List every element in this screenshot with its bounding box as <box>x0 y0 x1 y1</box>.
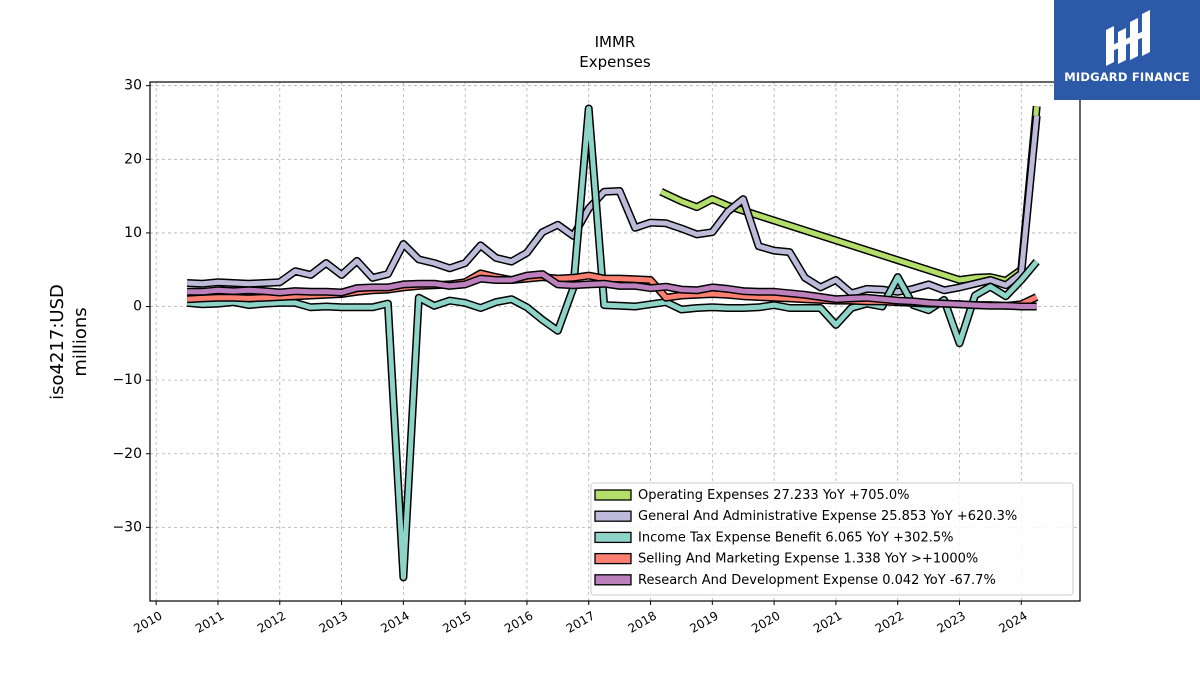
legend-label-0: Operating Expenses 27.233 YoY +705.0% <box>638 488 910 503</box>
legend-label-3: Selling And Marketing Expense 1.338 YoY … <box>638 552 978 567</box>
legend-swatch-1 <box>594 510 632 522</box>
series-line-0 <box>659 106 1040 284</box>
x-tick-label: 2014 <box>378 608 411 635</box>
brand-logo: MIDGARD FINANCE <box>1054 0 1200 100</box>
plot-frame <box>149 81 1081 602</box>
x-tick-label: 2017 <box>564 608 597 635</box>
y-tick-label: 10 <box>124 225 142 241</box>
x-tick-label: 2024 <box>996 608 1029 635</box>
y-axis-label-line1: iso4217:USD <box>47 284 68 400</box>
x-tick-label: 2019 <box>687 608 720 635</box>
legend-swatch-2 <box>594 531 632 544</box>
x-tick-label: 2010 <box>131 608 164 635</box>
series-line-2 <box>186 106 1039 580</box>
brand-name: MIDGARD FINANCE <box>1064 70 1190 84</box>
chart-title: IMMR <box>595 33 636 51</box>
legend-swatch-3 <box>594 552 632 565</box>
y-tick-label: 30 <box>124 78 142 94</box>
brand-mark-icon <box>1106 10 1150 66</box>
series-layer <box>186 104 1041 582</box>
series-line-1 <box>186 115 1040 296</box>
legend-swatch-0 <box>594 489 632 501</box>
legend-box <box>590 482 1074 596</box>
y-tick-label: 0 <box>133 299 142 315</box>
legend-swatch-4 <box>594 574 632 586</box>
x-tick-label: 2013 <box>317 608 350 635</box>
y-tick-label: −30 <box>112 519 142 535</box>
y-tick-label: −20 <box>112 446 142 462</box>
x-tick-label: 2022 <box>873 608 906 635</box>
x-tick-label: 2015 <box>440 608 473 635</box>
legend-label-1: General And Administrative Expense 25.85… <box>638 509 1017 524</box>
legend-label-4: Research And Development Expense 0.042 Y… <box>638 573 996 588</box>
chart-subtitle: Expenses <box>579 53 651 71</box>
y-tick-label: 20 <box>124 151 142 167</box>
title-group: IMMR Expenses <box>579 33 651 71</box>
x-tick-label: 2020 <box>749 608 782 635</box>
y-axis-label: iso4217:USD millions <box>47 284 91 400</box>
x-tick-label: 2018 <box>626 608 659 635</box>
y-tick-label: −10 <box>112 372 142 388</box>
series-outline-0 <box>659 105 1041 285</box>
x-tick-label: 2011 <box>193 608 226 635</box>
legend-label-2: Income Tax Expense Benefit 6.065 YoY +30… <box>638 530 953 545</box>
x-tick-label: 2016 <box>502 608 535 635</box>
legend: Operating Expenses 27.233 YoY +705.0% Gen… <box>590 482 1074 596</box>
x-tick-label: 2023 <box>935 608 968 635</box>
x-tick-label: 2012 <box>255 608 288 635</box>
x-tick-label: 2021 <box>811 608 844 635</box>
y-axis-label-line2: millions <box>70 307 91 376</box>
series-line-4 <box>187 271 1037 309</box>
